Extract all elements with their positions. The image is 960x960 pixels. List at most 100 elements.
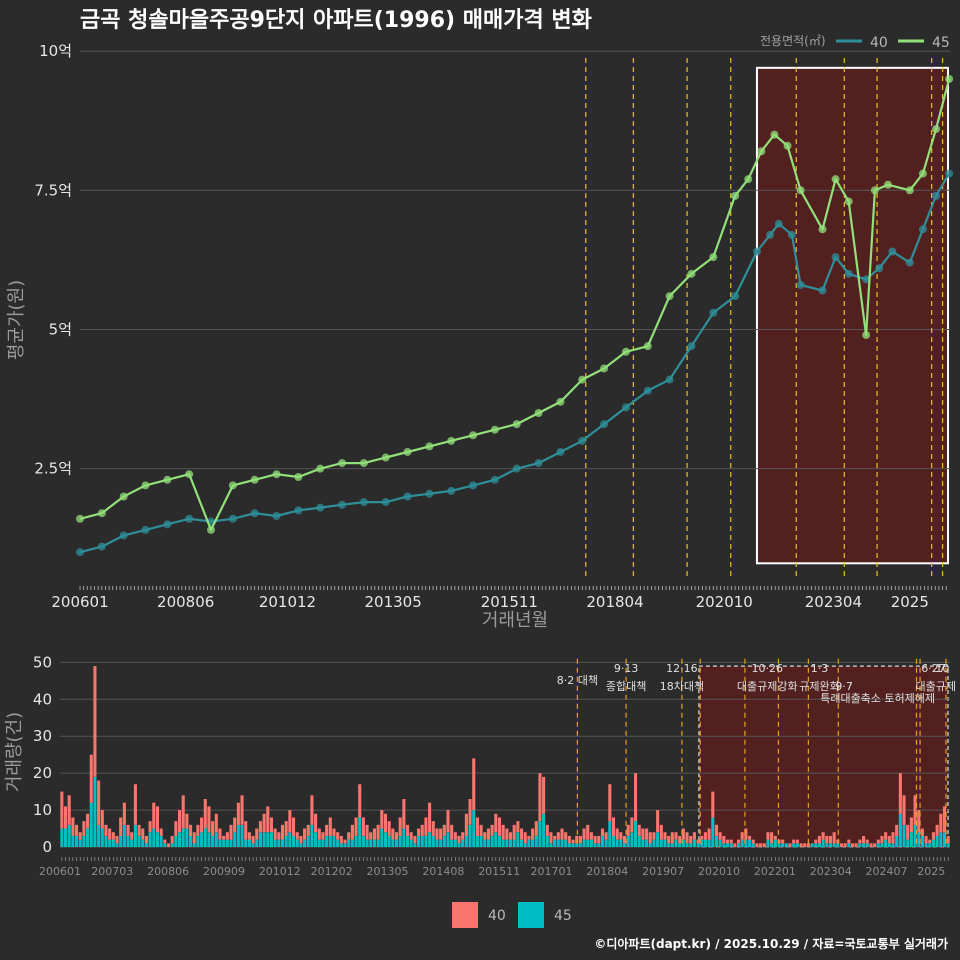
volume-bar-40 bbox=[736, 839, 741, 844]
price-point-40 bbox=[119, 531, 128, 540]
volume-x-tick-label: 201511 bbox=[478, 865, 520, 878]
volume-bar-40 bbox=[873, 843, 877, 847]
volume-bar-45 bbox=[685, 843, 689, 847]
price-point-45 bbox=[381, 453, 390, 462]
volume-bar-45 bbox=[740, 839, 744, 847]
policy-annotation: 18차대책 bbox=[660, 680, 704, 693]
volume-bar-45 bbox=[508, 839, 513, 847]
volume-bar-45 bbox=[394, 839, 399, 847]
volume-bar-40 bbox=[814, 839, 818, 844]
volume-bar-45 bbox=[306, 835, 310, 847]
price-point-40 bbox=[76, 548, 84, 557]
price-point-45 bbox=[945, 74, 954, 83]
volume-x-tick-label: 200806 bbox=[147, 865, 189, 878]
volume-bar-40 bbox=[299, 835, 303, 844]
volume-bar-45 bbox=[133, 824, 137, 847]
volume-bar-40 bbox=[806, 843, 810, 847]
volume-bar-45 bbox=[288, 832, 292, 847]
price-point-40 bbox=[97, 542, 106, 551]
volume-bar-45 bbox=[751, 843, 755, 847]
volume-bar-45 bbox=[674, 839, 678, 847]
price-point-45 bbox=[141, 481, 150, 490]
volume-bar-40 bbox=[766, 832, 770, 840]
volume-bar-40 bbox=[391, 828, 395, 840]
volume-bar-40 bbox=[939, 813, 943, 833]
volume-bar-45 bbox=[862, 843, 866, 847]
price-point-40 bbox=[425, 489, 434, 498]
volume-bar-40 bbox=[273, 828, 277, 840]
volume-bar-40 bbox=[670, 832, 674, 844]
volume-x-tick-label: 202304 bbox=[810, 865, 852, 878]
volume-bar-40 bbox=[604, 832, 608, 840]
policy-annotation: 8·2 대책 bbox=[557, 674, 598, 687]
price-point-45 bbox=[185, 470, 194, 479]
price-point-40 bbox=[918, 225, 927, 234]
volume-bar-45 bbox=[163, 843, 167, 847]
volume-bar-40 bbox=[851, 843, 855, 847]
price-series bbox=[76, 74, 954, 557]
volume-bar-45 bbox=[825, 843, 829, 847]
volume-bar-40 bbox=[108, 828, 112, 840]
volume-bar-40 bbox=[115, 835, 119, 844]
volume-bar-45 bbox=[406, 835, 410, 847]
volume-bar-45 bbox=[108, 839, 112, 847]
price-point-45 bbox=[744, 175, 753, 184]
volume-bar-45 bbox=[137, 835, 141, 847]
price-point-45 bbox=[687, 269, 696, 278]
volume-bar-45 bbox=[597, 843, 601, 847]
volume-bar-40 bbox=[884, 832, 888, 840]
volume-bar-40 bbox=[247, 832, 251, 840]
volume-bar-40 bbox=[788, 843, 792, 847]
volume-bar-45 bbox=[939, 832, 943, 847]
volume-bar-45 bbox=[310, 824, 314, 847]
price-point-45 bbox=[643, 342, 652, 351]
price-point-45 bbox=[97, 509, 106, 518]
volume-bar-40 bbox=[288, 810, 292, 833]
volume-bar-40 bbox=[321, 832, 325, 840]
volume-x-tick-label: 201804 bbox=[586, 865, 628, 878]
volume-bar-40 bbox=[501, 824, 505, 840]
volume-bar-45 bbox=[71, 835, 75, 847]
volume-bar-40 bbox=[152, 802, 156, 829]
volume-bar-45 bbox=[659, 839, 663, 847]
volume-bar-40 bbox=[497, 817, 502, 836]
price-point-40 bbox=[228, 514, 237, 523]
volume-bar-40 bbox=[865, 839, 869, 844]
volume-bar-40 bbox=[523, 832, 527, 844]
volume-bar-40 bbox=[126, 824, 130, 836]
volume-bar-45 bbox=[347, 839, 351, 847]
source-credit: ©디아파트(dapt.kr) / 2025.10.29 / 자료=국토교통부 실… bbox=[594, 936, 948, 951]
volume-bar-40 bbox=[931, 832, 935, 840]
volume-bar-45 bbox=[369, 839, 373, 847]
volume-bar-45 bbox=[413, 843, 417, 847]
volume-bar-40 bbox=[490, 824, 494, 836]
volume-bar-40 bbox=[924, 835, 928, 844]
volume-bar-40 bbox=[464, 813, 468, 836]
volume-bar-45 bbox=[729, 843, 733, 847]
volume-bar-45 bbox=[439, 839, 443, 847]
volume-bar-40 bbox=[898, 773, 902, 814]
price-line-45 bbox=[79, 78, 951, 532]
volume-bar-40 bbox=[744, 828, 748, 840]
volume-bar-45 bbox=[424, 835, 428, 847]
volume-bar-45 bbox=[258, 832, 262, 847]
volume-bar-40 bbox=[663, 832, 667, 840]
volume-bar-45 bbox=[431, 835, 435, 847]
volume-bar-40 bbox=[748, 835, 752, 840]
volume-bar-40 bbox=[689, 835, 693, 844]
price-point-40 bbox=[731, 292, 740, 301]
volume-bar-40 bbox=[803, 843, 807, 847]
volume-bar-45 bbox=[174, 835, 178, 847]
volume-bar-40 bbox=[163, 839, 167, 844]
volume-bar-40 bbox=[828, 835, 833, 844]
volume-bar-40 bbox=[332, 828, 336, 836]
volume-bar-40 bbox=[428, 802, 432, 833]
price-point-45 bbox=[403, 447, 412, 456]
volume-bar-45 bbox=[60, 828, 64, 847]
volume-x-tick-label: 202010 bbox=[698, 865, 740, 878]
volume-bar-45 bbox=[836, 843, 840, 847]
volume-bar-40 bbox=[100, 810, 104, 829]
volume-bar-40 bbox=[269, 817, 274, 833]
policy-annotation: 1·3 bbox=[811, 662, 829, 675]
price-point-40 bbox=[818, 286, 827, 295]
